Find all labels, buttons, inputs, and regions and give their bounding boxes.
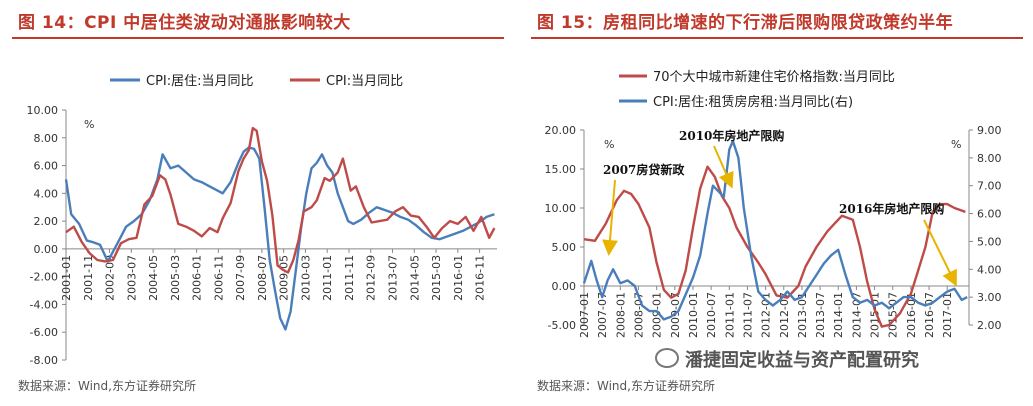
right-chart-panel: 图 15：房租同比增速的下行滞后限购限贷政策约半年 20.00 15.00 10.0… (519, 0, 1033, 406)
left-y-tick-label: -2.00 (30, 271, 58, 284)
left-y-tick-label: 0.00 (34, 243, 59, 256)
right-source-note: 数据来源：Wind,东方证券研究所 (537, 379, 715, 393)
right-x-tick-label: 2009-01 (651, 292, 664, 338)
right-x-tick-label: 2010-01 (687, 292, 700, 338)
watermark-text: 潘捷固定收益与资产配置研究 (685, 350, 919, 371)
left-x-tick-label: 2015-03 (430, 255, 443, 301)
left-x-tick-label: 2016-01 (452, 255, 465, 301)
left-y-tick-label: 8.00 (34, 132, 59, 145)
right-y-tick-label: -5.00 (548, 319, 576, 332)
right-x-tick-label: 2008-01 (614, 292, 627, 338)
right-title-rule (531, 37, 1023, 39)
left-series-line-cpi (65, 126, 496, 274)
right-x-tick-label: 2013-07 (814, 292, 827, 338)
right-legend-label: 70个大中城市新建住宅价格指数:当月同比 (653, 69, 895, 85)
right-y2-tick-label: 3.00 (977, 291, 1002, 304)
left-y-tick-label: -6.00 (30, 326, 58, 339)
right-y-tick-label: 20.00 (545, 124, 577, 137)
right-y2-tick-label: 8.00 (977, 152, 1002, 165)
right-x-tick-label: 2013-01 (796, 292, 809, 338)
left-x-tick-label: 2013-07 (387, 255, 400, 301)
right-chart-title: 图 15：房租同比增速的下行滞后限购限贷政策约半年 (537, 13, 954, 33)
left-x-tick-label: 2014-05 (408, 255, 421, 301)
right-y-tick-label: 0.00 (552, 280, 577, 293)
right-annotation-arrow-1 (602, 179, 618, 256)
right-y2-tick-label: 4.00 (977, 263, 1002, 276)
right-annotation-label-2: 2010年房地产限购 (679, 128, 784, 143)
right-annotation-arrow-3 (923, 219, 957, 287)
left-legend-label: CPI:居住:当月同比 (146, 74, 254, 89)
left-x-tick-label: 2016-11 (474, 255, 487, 301)
right-y-tick-label: 10.00 (545, 202, 577, 215)
left-y-tick-label: 2.00 (34, 215, 59, 228)
right-x-tick-label: 2016-07 (923, 292, 936, 338)
left-y-tick-label: 4.00 (34, 187, 59, 200)
right-unit-left: % (604, 138, 614, 151)
right-legend-label: CPI:居住:租赁房房租:当月同比(右) (653, 94, 853, 110)
right-y2-tick-label: 2.00 (977, 319, 1002, 332)
right-x-tick-label: 2014-01 (832, 292, 845, 338)
right-x-tick-label: 2011-01 (723, 292, 736, 338)
right-unit-right: % (951, 138, 961, 151)
watermark: 潘捷固定收益与资产配置研究 (655, 346, 919, 372)
wechat-icon (655, 348, 679, 368)
left-x-tick-label: 2001-01 (60, 255, 73, 301)
right-y2-tick-label: 6.00 (977, 208, 1002, 221)
right-y-tick-label: 15.00 (545, 163, 577, 176)
left-chart-svg: 10.00 8.00 6.00 4.00 2.00 0.00 -2.00 -4.00 -6.00… (27, 74, 497, 367)
left-x-tick-label: 2007-09 (234, 255, 247, 301)
left-x-tick-label: 2009-05 (278, 255, 291, 301)
left-x-tick-label: 2003-07 (125, 255, 138, 301)
right-y2-tick-label: 9.00 (977, 124, 1002, 137)
left-x-tick-label: 2012-09 (365, 255, 378, 301)
left-x-tick-label: 2011-01 (321, 255, 334, 301)
right-x-tick-label: 2011-07 (741, 292, 754, 338)
left-x-tick-label: 2002-09 (104, 255, 117, 301)
right-y-tick-label: 5.00 (552, 241, 577, 254)
left-source-note: 数据来源：Wind,东方证券研究所 (18, 379, 196, 393)
right-x-tick-label: 2016-01 (905, 292, 918, 338)
left-x-tick-label: 2006-01 (191, 255, 204, 301)
right-series-line-rent (582, 139, 968, 321)
left-y-tick-label: 10.00 (27, 104, 59, 117)
left-unit-label: % (84, 118, 94, 131)
left-chart-panel: 图 14：CPI 中居住类波动对通胀影响较大 10.00 8.00 6.00 4.00… (0, 0, 514, 406)
left-legend-label: CPI:当月同比 (326, 74, 403, 89)
right-x-tick-label: 2015-01 (869, 292, 882, 338)
right-chart-svg: 20.00 15.00 10.00 5.00 0.00 -5.00 9.00 8.00 7.00… (545, 69, 1002, 338)
left-x-tick-label: 2006-11 (212, 255, 225, 301)
right-annotation-label-3: 2016年房地产限购 (839, 201, 944, 216)
right-x-tick-label: 2007-07 (596, 292, 609, 338)
left-x-tick-label: 2004-05 (147, 255, 160, 301)
right-annotation-arrow-2 (713, 145, 734, 189)
right-x-tick-label: 2017-01 (941, 292, 954, 338)
left-x-tick-label: 2011-11 (343, 255, 356, 301)
right-x-tick-label: 2012-07 (778, 292, 791, 338)
left-x-tick-label: 2001-11 (82, 255, 95, 301)
left-series-line-housing (64, 146, 495, 331)
left-y-tick-label: -4.00 (30, 298, 58, 311)
right-x-tick-label: 2010-07 (705, 292, 718, 338)
right-y2-tick-label: 7.00 (977, 180, 1002, 193)
left-x-tick-label: 2008-07 (256, 255, 269, 301)
left-title-rule (12, 37, 504, 39)
left-chart-title: 图 14：CPI 中居住类波动对通胀影响较大 (18, 13, 351, 33)
left-y-tick-label: -8.00 (30, 354, 58, 367)
right-annotation-label-1: 2007房贷新政 (603, 162, 685, 177)
left-x-tick-label: 2005-03 (169, 255, 182, 301)
right-y2-tick-label: 5.00 (977, 235, 1002, 248)
right-x-tick-label: 2007-01 (578, 292, 591, 338)
left-y-tick-label: 6.00 (34, 160, 59, 173)
right-series-line-housing-price (583, 165, 966, 328)
right-x-tick-label: 2009-07 (669, 292, 682, 338)
left-x-tick-label: 2010-03 (299, 255, 312, 301)
